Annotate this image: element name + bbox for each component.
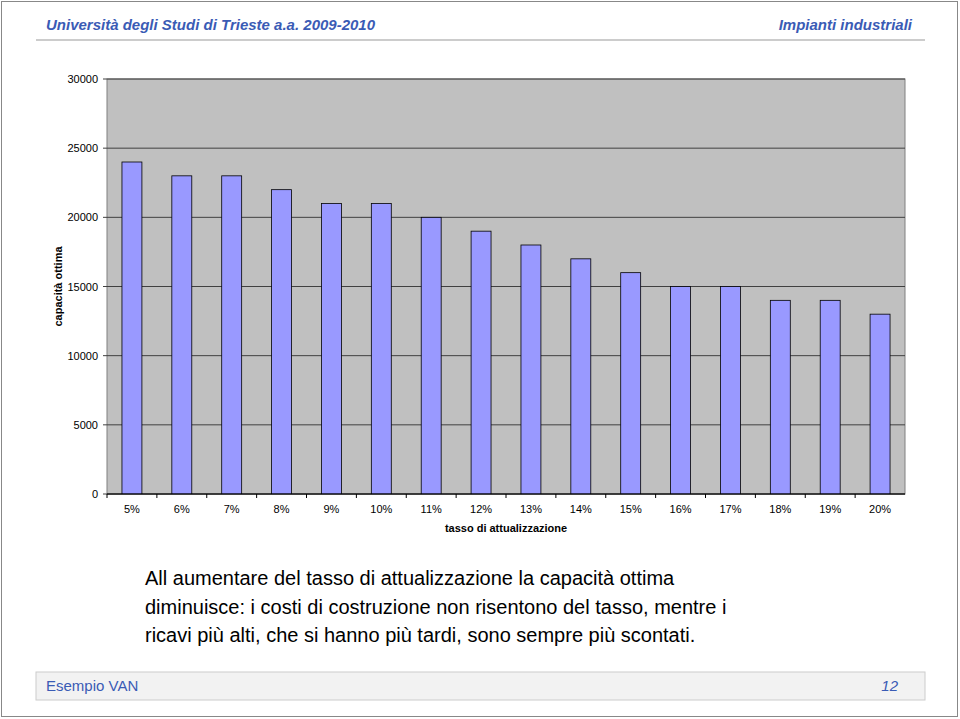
- y-tick: [103, 79, 107, 80]
- bar: [421, 217, 441, 494]
- x-tick: [655, 494, 656, 498]
- header-left: Università degli Studi di Trieste a.a. 2…: [46, 16, 376, 33]
- bar: [371, 204, 391, 495]
- x-tick: [206, 494, 207, 498]
- x-tick-label: 19%: [819, 503, 841, 515]
- slide-frame: [2, 2, 958, 717]
- y-tick-label: 25000: [67, 142, 98, 154]
- x-tick: [605, 494, 606, 498]
- x-tick-label: 10%: [370, 503, 392, 515]
- bar: [272, 190, 292, 494]
- y-tick: [103, 494, 107, 495]
- x-tick: [306, 494, 307, 498]
- bar: [870, 314, 890, 494]
- x-tick: [555, 494, 556, 498]
- x-tick-label: 8%: [274, 503, 290, 515]
- header-right: Impianti industriali: [779, 16, 913, 33]
- bar: [820, 300, 840, 494]
- x-tick-label: 14%: [570, 503, 592, 515]
- footer-bar: [36, 672, 925, 700]
- y-tick-label: 20000: [67, 211, 98, 223]
- y-tick: [103, 355, 107, 356]
- bar: [222, 176, 242, 494]
- x-tick: [256, 494, 257, 498]
- x-tick: [705, 494, 706, 498]
- plot-area: [107, 79, 905, 494]
- x-tick: [755, 494, 756, 498]
- x-tick-label: 15%: [620, 503, 642, 515]
- bars: [122, 162, 890, 494]
- y-tick-label: 10000: [67, 350, 98, 362]
- y-axis-title: capacità ottima: [52, 246, 64, 327]
- x-tick: [156, 494, 157, 498]
- x-tick-label: 11%: [421, 503, 442, 515]
- y-tick-label: 5000: [74, 419, 98, 431]
- bar: [122, 162, 142, 494]
- bar: [321, 204, 341, 495]
- bar: [571, 259, 591, 494]
- bar: [671, 287, 691, 495]
- x-tick: [855, 494, 856, 498]
- x-tick-label: 6%: [174, 503, 190, 515]
- x-axis-title: tasso di attualizzazione: [445, 522, 567, 534]
- x-tick: [805, 494, 806, 498]
- x-tick-label: 20%: [869, 503, 891, 515]
- grid-line: [107, 79, 905, 80]
- bar: [172, 176, 192, 494]
- x-tick-label: 13%: [520, 503, 542, 515]
- header-rule: [36, 40, 925, 41]
- y-tick: [103, 424, 107, 425]
- body-line: All aumentare del tasso di attualizzazio…: [145, 567, 675, 589]
- y-tick-label: 30000: [67, 73, 98, 85]
- y-tick-label: 15000: [67, 281, 98, 293]
- x-tick-label: 12%: [470, 503, 492, 515]
- x-tick: [456, 494, 457, 498]
- x-tick-label: 7%: [224, 503, 240, 515]
- x-tick-label: 9%: [323, 503, 339, 515]
- x-tick-label: 16%: [670, 503, 692, 515]
- x-tick-label: 17%: [719, 503, 741, 515]
- bar: [471, 231, 491, 494]
- y-tick-label: 0: [92, 488, 98, 500]
- footer-left: Esempio VAN: [46, 677, 138, 694]
- y-tick: [103, 286, 107, 287]
- bar: [720, 287, 740, 495]
- x-tick-label: 18%: [769, 503, 791, 515]
- x-tick: [506, 494, 507, 498]
- body-line: ricavi più alti, che si hanno più tardi,…: [145, 624, 695, 646]
- bar: [770, 300, 790, 494]
- y-tick: [103, 217, 107, 218]
- x-tick-label: 5%: [124, 503, 140, 515]
- x-tick: [356, 494, 357, 498]
- y-tick: [103, 148, 107, 149]
- bar: [521, 245, 541, 494]
- grid-line: [107, 148, 905, 149]
- x-tick: [406, 494, 407, 498]
- x-tick: [107, 494, 108, 498]
- footer-right: 12: [881, 677, 898, 694]
- body-line: diminuisce: i costi di costruzione non r…: [145, 596, 726, 618]
- slide: Università degli Studi di Trieste a.a. 2…: [0, 0, 960, 719]
- bar: [621, 273, 641, 494]
